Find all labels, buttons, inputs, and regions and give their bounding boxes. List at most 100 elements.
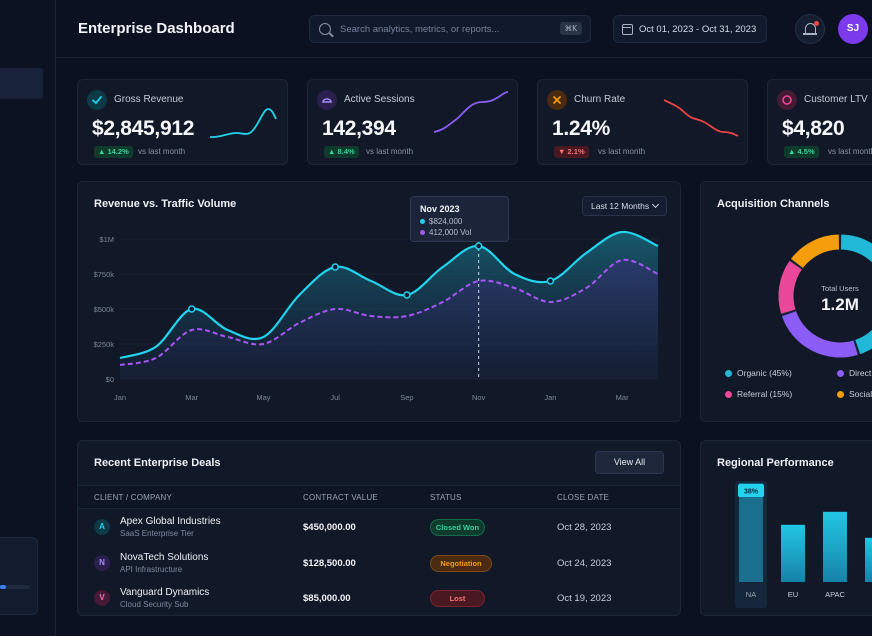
tooltip-volume: 412,000 Vol — [429, 228, 472, 237]
x-tick-label: Sep — [400, 393, 413, 402]
status-badge: Lost — [430, 590, 485, 607]
tooltip-title: Nov 2023 — [420, 204, 460, 214]
kpi-delta-badge: ▲ 4.5% — [784, 146, 819, 158]
range-select[interactable]: Last 12 Months — [582, 196, 667, 216]
donut-center-label: Total Users — [821, 284, 859, 293]
view-all-button[interactable]: View All — [595, 451, 664, 474]
y-tick-label: $250k — [94, 340, 115, 349]
company-subtitle: SaaS Enterprise Tier — [120, 529, 194, 538]
deals-table-card: Recent Enterprise Deals View All CLIENT … — [77, 440, 681, 616]
acquisition-donut-chart[interactable]: Total Users 1.2M — [701, 182, 872, 423]
donut-slice-organic — [840, 234, 872, 355]
contract-value: $128,500.00 — [303, 558, 356, 569]
sidebar-item-active[interactable] — [0, 68, 43, 99]
legend-item-direct[interactable]: Direct — [837, 368, 871, 378]
bar-apac — [823, 511, 847, 582]
kpi-delta-value: 14.2% — [107, 147, 129, 156]
bar-la — [865, 537, 872, 582]
chart-title: Revenue vs. Traffic Volume — [94, 198, 237, 210]
kpi-delta-note: vs last month — [138, 147, 186, 156]
search-shortcut-badge: ⌘K — [559, 22, 582, 35]
kpi-label: Active Sessions — [344, 94, 415, 105]
kpi-delta-value: 8.4% — [337, 147, 355, 156]
close-icon — [547, 90, 567, 110]
tooltip-volume-dot — [420, 229, 425, 235]
calendar-icon — [622, 24, 633, 35]
user-avatar[interactable]: SJ — [838, 14, 868, 44]
kpi-card-gross-revenue[interactable]: Gross Revenue $2,845,912 ▲ 14.2% vs last… — [77, 79, 288, 165]
close-date: Oct 19, 2023 — [557, 593, 612, 604]
bar-category-label: EU — [788, 590, 798, 599]
legend-label: Direct — [849, 368, 872, 378]
sidebar-promo-card — [0, 537, 38, 615]
bar-category-label: APAC — [825, 590, 845, 599]
tooltip-volume-row: 412,000 Vol — [420, 228, 471, 237]
kpi-value: $4,820 — [782, 117, 845, 140]
legend-dot-direct — [837, 369, 844, 377]
legend-item-social[interactable]: Social — [837, 389, 872, 399]
status-badge: Closed Won — [430, 519, 485, 536]
tooltip-revenue-dot — [420, 218, 425, 224]
kpi-delta-badge: ▼ 2.1% — [554, 146, 589, 158]
notifications-button[interactable] — [795, 14, 825, 44]
date-range-label: Oct 01, 2023 - Oct 31, 2023 — [639, 24, 757, 35]
kpi-sparkline — [209, 108, 277, 139]
table-header: CLIENT / COMPANY CONTRACT VALUE STATUS C… — [78, 485, 680, 509]
company-subtitle: API Infrastructure — [120, 565, 183, 574]
close-date: Oct 28, 2023 — [557, 522, 612, 533]
search-icon — [319, 23, 331, 35]
legend-item-organic[interactable]: Organic (45%) — [725, 368, 792, 378]
check-icon — [87, 90, 107, 110]
kpi-label: Customer LTV — [804, 94, 868, 105]
revenue-area-chart[interactable]: $0 $250k $500k $750k $1M Jan Mar May Jul Sep Nov J… — [78, 182, 682, 423]
company-avatar: A — [94, 519, 110, 535]
date-range-picker[interactable]: Oct 01, 2023 - Oct 31, 2023 — [613, 15, 767, 43]
legend-dot-organic — [725, 369, 732, 377]
kpi-card-customer-ltv[interactable]: Customer LTV $4,820 ▲ 4.5% vs last month — [767, 79, 872, 165]
deals-title: Recent Enterprise Deals — [94, 457, 221, 469]
kpi-delta-badge: ▲ 8.4% — [324, 146, 359, 158]
kpi-card-active-sessions[interactable]: Active Sessions 142,394 ▲ 8.4% vs last m… — [307, 79, 518, 165]
x-tick-label: Mar — [616, 393, 629, 402]
table-row[interactable]: N NovaTech Solutions API Infrastructure … — [78, 546, 680, 581]
kpi-sparkline — [663, 99, 739, 137]
legend-dot-referral — [725, 390, 732, 398]
x-tick-label: Jul — [330, 393, 340, 402]
search-box[interactable]: ⌘K — [309, 15, 591, 43]
x-tick-label: Jan — [544, 393, 556, 402]
donut-center-value: 1.2M — [821, 295, 859, 314]
sidebar — [0, 0, 56, 636]
tooltip-revenue: $824,000 — [429, 217, 463, 226]
legend-item-referral[interactable]: Referral (15%) — [725, 389, 792, 399]
y-tick-label: $500k — [94, 305, 115, 314]
table-row[interactable]: A Apex Global Industries SaaS Enterprise… — [78, 510, 680, 545]
acquisition-channels-card: Acquisition Channels Total Users 1.2M Or… — [700, 181, 872, 422]
bar-value-badge — [738, 484, 764, 497]
search-input[interactable] — [340, 22, 550, 37]
kpi-delta-note: vs last month — [366, 147, 414, 156]
x-tick-label: Jan — [114, 393, 126, 402]
kpi-label: Churn Rate — [574, 94, 626, 105]
tooltip-revenue-row: $824,000 — [420, 217, 462, 226]
kpi-value: 1.24% — [552, 117, 611, 140]
kpi-card-churn-rate[interactable]: Churn Rate 1.24% ▼ 2.1% vs last month — [537, 79, 748, 165]
close-date: Oct 24, 2023 — [557, 558, 612, 569]
revenue-data-point — [546, 277, 555, 285]
company-name: Vanguard Dynamics — [120, 587, 210, 598]
volume-area-fill — [120, 259, 658, 379]
kpi-delta-note: vs last month — [828, 147, 872, 156]
cloud-icon — [317, 90, 337, 110]
kpi-label: Gross Revenue — [114, 94, 184, 105]
donut-slice-referral — [778, 260, 803, 314]
kpi-delta-value: 2.1% — [567, 147, 585, 156]
bar-category-label: NA — [746, 590, 756, 599]
kpi-delta-note: vs last month — [598, 147, 646, 156]
table-row[interactable]: V Vanguard Dynamics Cloud Security Sub $… — [78, 581, 680, 616]
company-avatar: V — [94, 590, 110, 606]
chart-tooltip: Nov 2023 $824,000 412,000 Vol — [410, 196, 509, 242]
legend-label: Organic (45%) — [737, 368, 792, 378]
y-tick-label: $750k — [94, 270, 115, 279]
status-badge: Negotiation — [430, 555, 492, 572]
